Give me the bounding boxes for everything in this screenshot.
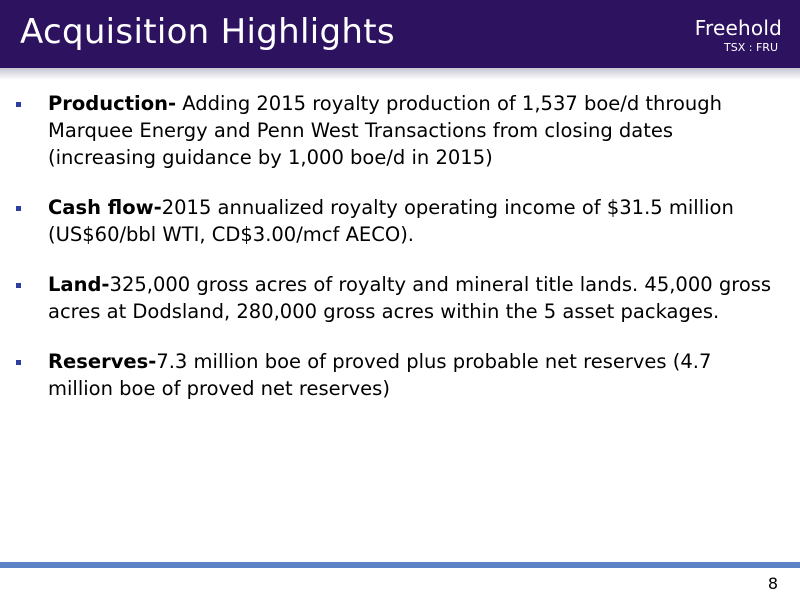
bullet-label: Cash flow- <box>48 196 162 219</box>
bullet-cash-flow: Cash flow-2015 annualized royalty operat… <box>14 194 774 248</box>
bullet-text: 325,000 gross acres of royalty and miner… <box>48 273 772 323</box>
bullet-label: Land- <box>48 273 110 296</box>
square-bullet-icon <box>16 206 21 211</box>
slide-header: Acquisition Highlights Freehold TSX : FR… <box>0 0 800 68</box>
company-logo: Freehold TSX : FRU <box>695 16 782 56</box>
bullet-production: Production- Adding 2015 royalty producti… <box>14 90 774 171</box>
footer-divider <box>0 562 800 568</box>
slide-title: Acquisition Highlights <box>20 12 395 52</box>
square-bullet-icon <box>16 360 21 365</box>
bullet-text: Adding 2015 royalty production of 1,537 … <box>48 92 723 169</box>
header-shadow-divider <box>0 68 800 80</box>
bullet-reserves: Reserves-7.3 million boe of proved plus … <box>14 348 774 402</box>
bullet-list: Production- Adding 2015 royalty producti… <box>14 90 774 425</box>
page-number: 8 <box>767 574 778 593</box>
bullet-text: 7.3 million boe of proved plus probable … <box>48 350 712 400</box>
bullet-label: Production- <box>48 92 177 115</box>
bullet-text: 2015 annualized royalty operating income… <box>48 196 734 246</box>
logo-ticker: TSX : FRU <box>724 41 778 54</box>
square-bullet-icon <box>16 283 21 288</box>
bullet-label: Reserves- <box>48 350 157 373</box>
bullet-land: Land-325,000 gross acres of royalty and … <box>14 271 774 325</box>
square-bullet-icon <box>16 102 21 107</box>
logo-name: Freehold <box>694 16 782 40</box>
